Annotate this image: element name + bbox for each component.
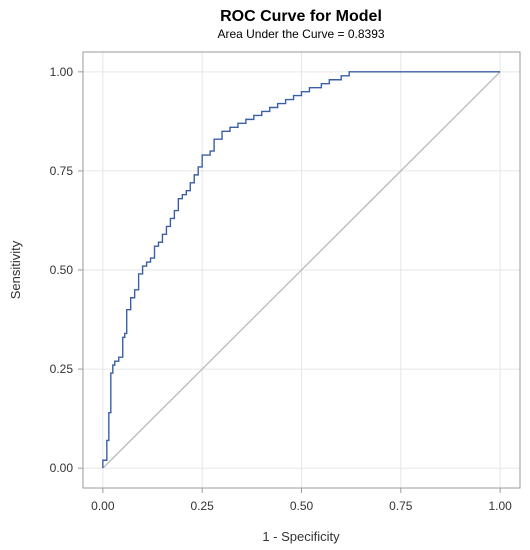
reference-diagonal-line [102, 71, 501, 469]
x-tick-label: 0.75 [389, 499, 413, 513]
x-tick-label: 0.25 [191, 499, 215, 513]
y-tick-label: 0.00 [50, 461, 74, 475]
roc-curve-line [102, 71, 501, 469]
axes: 0.00 0.25 0.50 0.75 1.00 0.00 0.25 0.50 0.75 1.00 [50, 65, 512, 513]
y-tick-label: 1.00 [50, 65, 74, 79]
y-axis-label: Sensitivity [8, 240, 23, 299]
x-tick-label: 0.00 [91, 499, 115, 513]
chart-subtitle: Area Under the Curve = 0.8393 [217, 27, 384, 41]
y-tick-label: 0.50 [50, 263, 74, 277]
chart-title: ROC Curve for Model [220, 8, 382, 25]
y-tick-label: 0.25 [50, 362, 74, 376]
x-tick-label: 1.00 [488, 499, 512, 513]
y-tick-label: 0.75 [50, 164, 74, 178]
x-axis-label: 1 - Specificity [262, 529, 340, 544]
plot-series [102, 71, 501, 469]
x-tick-label: 0.50 [290, 499, 314, 513]
